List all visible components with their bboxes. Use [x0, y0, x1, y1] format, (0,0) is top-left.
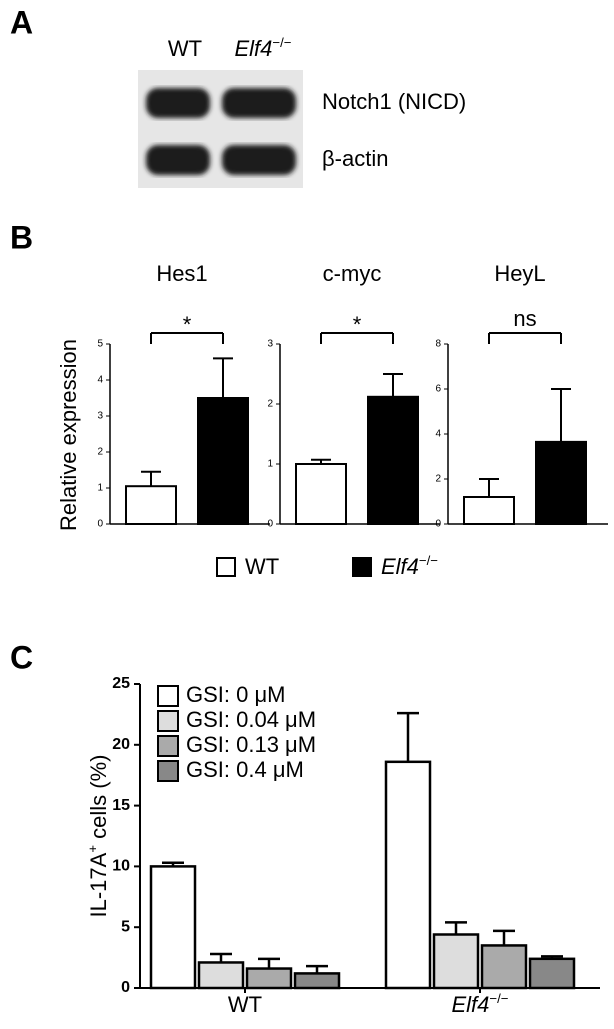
legend-label-main: Elf4 — [381, 554, 419, 579]
bar — [197, 397, 249, 525]
x-tick-label: Elf4−/− — [452, 992, 509, 1017]
y-tick-label: 1 — [267, 459, 273, 470]
subplot-title: c-myc — [323, 261, 382, 286]
legend-label: GSI: 0 μM — [186, 682, 285, 707]
y-axis-label: IL-17A+ cells (%) — [86, 755, 111, 918]
y-tick-label: 20 — [112, 736, 130, 753]
significance-label: ns — [513, 306, 536, 331]
blot-band — [146, 145, 210, 175]
bar — [295, 463, 347, 525]
legend-swatch — [352, 557, 372, 577]
legend-swatch — [157, 685, 179, 707]
x-tick-label-sup: −/− — [489, 992, 508, 1007]
bar — [432, 933, 480, 990]
legend-label-sup: −/− — [419, 554, 438, 569]
subplot-title: Hes1 — [156, 261, 207, 286]
legend-label: GSI: 0.4 μM — [186, 757, 304, 782]
bar — [125, 485, 177, 526]
lane-label-main: Elf4 — [235, 36, 273, 61]
y-tick-label: 6 — [435, 384, 441, 395]
panel-label: C — [10, 639, 33, 675]
band-label: β-actin — [322, 146, 388, 171]
y-tick-label: 0 — [121, 979, 130, 996]
y-tick-label: 4 — [97, 375, 103, 386]
blot-band — [222, 145, 296, 175]
blot-band — [222, 88, 296, 118]
y-axis-label: Relative expression — [56, 339, 81, 531]
y-tick-label: 0 — [267, 519, 273, 530]
y-tick-label: 2 — [267, 399, 273, 410]
y-tick-label: 0 — [97, 519, 103, 530]
panel-label: A — [10, 4, 33, 40]
legend-swatch — [157, 760, 179, 782]
y-tick-label: 5 — [121, 918, 130, 935]
y-tick-label: 3 — [97, 411, 103, 422]
y-tick-label: 5 — [97, 339, 103, 350]
y-tick-label: 3 — [267, 339, 273, 350]
x-tick-label-main: Elf4 — [452, 992, 490, 1017]
lane-label: Elf4−/− — [235, 36, 292, 61]
y-axis-label-main: IL-17A — [86, 852, 111, 917]
subplot-title: HeyL — [494, 261, 545, 286]
y-tick-label: 4 — [435, 429, 441, 440]
y-axis-label-post: cells (%) — [86, 755, 111, 845]
legend-label: GSI: 0.04 μM — [186, 707, 316, 732]
y-tick-label: 25 — [112, 675, 130, 692]
lane-label-sup: −/− — [272, 36, 291, 51]
blot-band — [146, 88, 210, 118]
x-tick-label: WT — [228, 992, 262, 1017]
legend-label: WT — [245, 554, 279, 579]
bar — [245, 967, 293, 990]
lane-label: WT — [168, 36, 202, 61]
y-tick-label: 15 — [112, 797, 130, 814]
y-tick-label: 0 — [435, 519, 441, 530]
bar — [384, 760, 432, 990]
bar — [480, 944, 528, 990]
y-tick-label: 8 — [435, 339, 441, 350]
y-tick-label: 2 — [97, 447, 103, 458]
legend-swatch — [157, 710, 179, 732]
bar — [149, 865, 197, 990]
significance-label: * — [183, 312, 192, 337]
panel-label: B — [10, 219, 33, 255]
bar — [367, 395, 419, 525]
y-axis-label-sup: + — [86, 845, 101, 853]
bar — [535, 440, 587, 525]
legend-label: GSI: 0.13 μM — [186, 732, 316, 757]
bar — [528, 957, 576, 990]
y-tick-label: 10 — [112, 858, 130, 875]
y-tick-label: 2 — [435, 474, 441, 485]
legend-swatch — [216, 557, 236, 577]
bar — [463, 496, 515, 525]
bar — [293, 972, 341, 990]
legend-swatch — [157, 735, 179, 757]
significance-label: * — [353, 312, 362, 337]
bar — [197, 961, 245, 990]
band-label: Notch1 (NICD) — [322, 89, 466, 114]
legend-label: Elf4−/− — [381, 554, 438, 579]
y-tick-label: 1 — [97, 483, 103, 494]
